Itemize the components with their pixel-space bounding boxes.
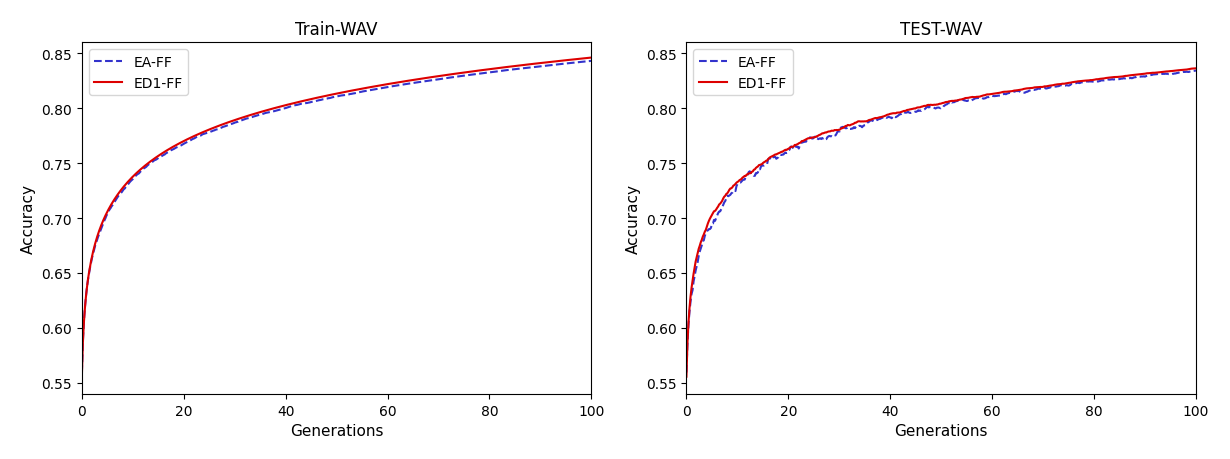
EA-FF (492, 69, 507, 75)
X-axis label: Generations: Generations (290, 423, 384, 438)
ED1-FF (679, 374, 694, 380)
EA-FF (679, 370, 694, 375)
Legend: EA-FF, ED1-FF: EA-FF, ED1-FF (89, 50, 188, 96)
Line: ED1-FF: ED1-FF (82, 58, 592, 376)
EA-FF (572, 60, 587, 66)
Legend: EA-FF, ED1-FF: EA-FF, ED1-FF (694, 50, 792, 96)
ED1-FF (316, 94, 331, 100)
ED1-FF (351, 88, 365, 93)
EA-FF (316, 97, 331, 103)
ED1-FF (320, 94, 335, 99)
Line: EA-FF: EA-FF (82, 62, 592, 373)
EA-FF (1097, 78, 1112, 84)
ED1-FF (75, 374, 90, 379)
EA-FF (351, 90, 365, 96)
Line: EA-FF: EA-FF (686, 71, 1196, 373)
ED1-FF (378, 83, 392, 88)
EA-FF (584, 59, 599, 64)
Title: Train-WAV: Train-WAV (295, 21, 378, 39)
Y-axis label: Accuracy: Accuracy (625, 184, 641, 253)
EA-FF (983, 95, 998, 100)
ED1-FF (572, 57, 587, 62)
Title: TEST-WAV: TEST-WAV (900, 21, 983, 39)
EA-FF (320, 97, 335, 102)
ED1-FF (954, 97, 969, 103)
EA-FF (1176, 70, 1191, 75)
ED1-FF (983, 92, 998, 98)
EA-FF (75, 370, 90, 376)
ED1-FF (584, 56, 599, 61)
EA-FF (1188, 68, 1203, 74)
ED1-FF (1097, 77, 1112, 82)
EA-FF (924, 106, 938, 111)
X-axis label: Generations: Generations (894, 423, 988, 438)
ED1-FF (924, 103, 938, 108)
Y-axis label: Accuracy: Accuracy (21, 184, 36, 253)
ED1-FF (1188, 67, 1203, 72)
ED1-FF (1176, 68, 1191, 73)
ED1-FF (492, 66, 507, 72)
Line: ED1-FF: ED1-FF (686, 69, 1196, 377)
ED1-FF (921, 103, 936, 108)
EA-FF (954, 98, 969, 103)
EA-FF (921, 106, 936, 111)
EA-FF (378, 85, 392, 91)
